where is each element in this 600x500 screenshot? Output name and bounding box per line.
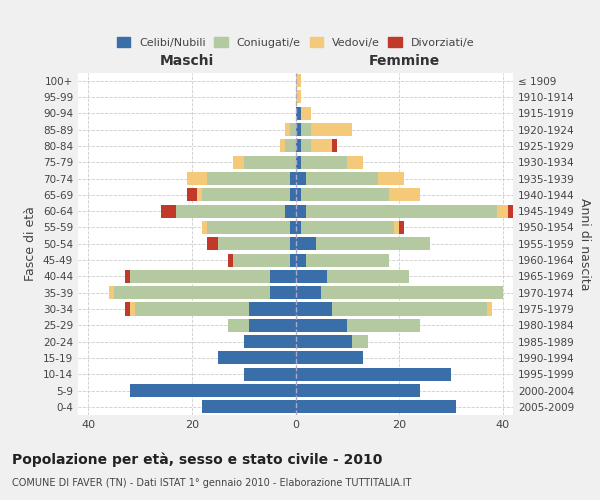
Bar [296, 270, 326, 283]
Bar [296, 106, 301, 120]
Bar [296, 140, 301, 152]
Bar [244, 335, 296, 348]
Bar [269, 270, 296, 283]
Bar [316, 237, 430, 250]
Bar [296, 204, 306, 218]
Bar [296, 74, 301, 87]
Bar [399, 221, 404, 234]
Bar [296, 319, 347, 332]
Bar [296, 237, 316, 250]
Bar [290, 237, 296, 250]
Bar [176, 204, 285, 218]
Bar [280, 140, 285, 152]
Bar [228, 254, 233, 266]
Bar [285, 123, 290, 136]
Bar [301, 140, 311, 152]
Bar [208, 172, 290, 185]
Bar [296, 156, 301, 168]
Bar [487, 302, 492, 316]
Bar [202, 400, 296, 413]
Y-axis label: Anni di nascita: Anni di nascita [578, 198, 591, 290]
Bar [135, 302, 249, 316]
Bar [332, 302, 487, 316]
Bar [290, 254, 296, 266]
Bar [202, 188, 290, 202]
Bar [508, 204, 513, 218]
Bar [306, 254, 389, 266]
Bar [197, 188, 202, 202]
Bar [301, 188, 389, 202]
Bar [296, 254, 306, 266]
Bar [326, 270, 409, 283]
Bar [306, 204, 497, 218]
Bar [296, 286, 322, 299]
Text: Femmine: Femmine [368, 54, 440, 68]
Bar [311, 123, 352, 136]
Bar [130, 302, 135, 316]
Bar [311, 140, 332, 152]
Text: Maschi: Maschi [160, 54, 214, 68]
Y-axis label: Fasce di età: Fasce di età [25, 206, 37, 281]
Bar [301, 156, 347, 168]
Bar [379, 172, 404, 185]
Bar [322, 286, 503, 299]
Bar [296, 302, 332, 316]
Bar [290, 221, 296, 234]
Bar [290, 123, 296, 136]
Bar [187, 172, 208, 185]
Bar [244, 368, 296, 381]
Bar [208, 237, 218, 250]
Text: COMUNE DI FAVER (TN) - Dati ISTAT 1° gennaio 2010 - Elaborazione TUTTITALIA.IT: COMUNE DI FAVER (TN) - Dati ISTAT 1° gen… [12, 478, 412, 488]
Bar [296, 221, 301, 234]
Bar [296, 352, 363, 364]
Bar [296, 368, 451, 381]
Bar [269, 286, 296, 299]
Legend: Celibi/Nubili, Coniugati/e, Vedovi/e, Divorziati/e: Celibi/Nubili, Coniugati/e, Vedovi/e, Di… [113, 34, 478, 51]
Bar [208, 221, 290, 234]
Bar [301, 221, 394, 234]
Bar [296, 90, 301, 104]
Bar [202, 221, 208, 234]
Bar [249, 319, 296, 332]
Bar [244, 156, 296, 168]
Bar [296, 172, 306, 185]
Bar [290, 188, 296, 202]
Bar [296, 400, 456, 413]
Bar [130, 270, 269, 283]
Bar [347, 156, 363, 168]
Bar [290, 172, 296, 185]
Bar [109, 286, 114, 299]
Bar [306, 172, 379, 185]
Bar [233, 156, 244, 168]
Bar [218, 352, 296, 364]
Bar [218, 237, 290, 250]
Bar [285, 204, 296, 218]
Bar [497, 204, 508, 218]
Bar [296, 384, 420, 397]
Bar [301, 106, 311, 120]
Bar [187, 188, 197, 202]
Bar [130, 384, 296, 397]
Bar [301, 123, 311, 136]
Bar [296, 335, 352, 348]
Bar [389, 188, 420, 202]
Bar [249, 302, 296, 316]
Bar [114, 286, 269, 299]
Bar [352, 335, 368, 348]
Bar [161, 204, 176, 218]
Bar [296, 123, 301, 136]
Bar [125, 302, 130, 316]
Bar [125, 270, 130, 283]
Bar [332, 140, 337, 152]
Bar [233, 254, 290, 266]
Text: Popolazione per età, sesso e stato civile - 2010: Popolazione per età, sesso e stato civil… [12, 452, 382, 467]
Bar [394, 221, 399, 234]
Bar [228, 319, 249, 332]
Bar [285, 140, 296, 152]
Bar [347, 319, 420, 332]
Bar [296, 188, 301, 202]
